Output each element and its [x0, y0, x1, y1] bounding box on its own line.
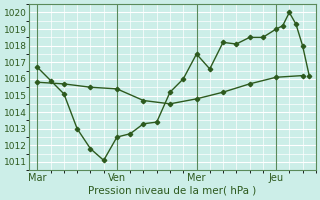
X-axis label: Pression niveau de la mer( hPa ): Pression niveau de la mer( hPa ): [88, 186, 256, 196]
